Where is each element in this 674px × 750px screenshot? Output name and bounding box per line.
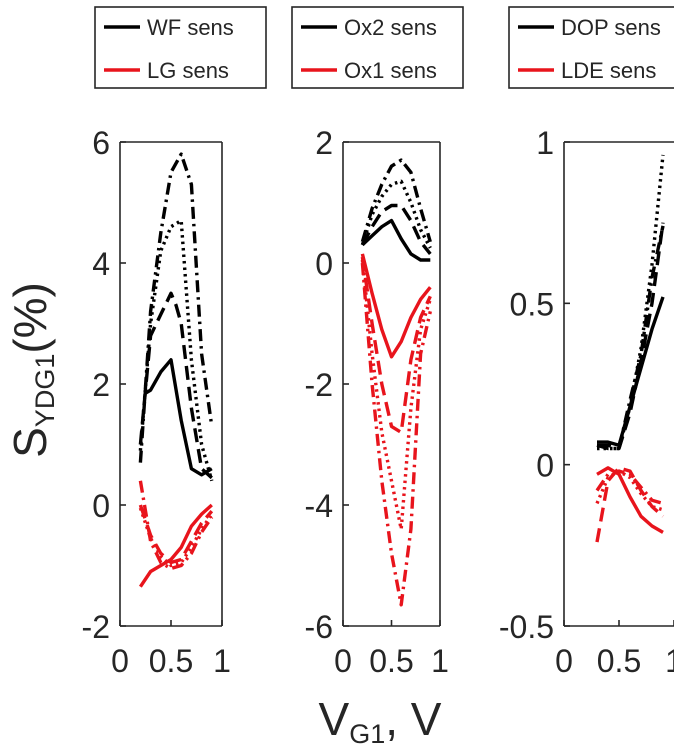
series-line-black-solid xyxy=(597,296,665,447)
series-line-black-dotted xyxy=(138,218,214,482)
y-tick-label: 0 xyxy=(536,448,554,484)
y-tick-label: -0.5 xyxy=(499,609,554,645)
series-line-red-dotted xyxy=(360,259,432,531)
y-tick-label: 0 xyxy=(315,246,333,282)
x-axis-label: VG1, V xyxy=(319,693,442,749)
series-line-red-dashed xyxy=(595,466,665,543)
y-tick-label: 0 xyxy=(92,488,110,524)
legend: DOP sens LDE sens xyxy=(508,6,674,89)
x-tick-label: 0.5 xyxy=(369,643,413,679)
series-line-black-dotted xyxy=(360,179,432,249)
x-tick-label: 1 xyxy=(213,643,231,679)
legend: Ox2 sens Ox1 sens xyxy=(291,6,464,89)
y-tick-label: -2 xyxy=(82,609,110,645)
series-line-red-solid xyxy=(596,466,664,534)
series-line-black-dashdot xyxy=(138,152,214,463)
y-tick-label: 0.5 xyxy=(510,286,554,322)
chart-panel-3: -0.500.510 0.5 1 xyxy=(499,125,674,679)
x-tick-label: 0 xyxy=(111,643,129,679)
y-tick-label: 6 xyxy=(92,125,110,161)
y-tick-label: 2 xyxy=(92,367,110,403)
x-tick-label: 0 xyxy=(555,643,573,679)
x-tick-label: 0.5 xyxy=(597,643,641,679)
series-line-red-dashed xyxy=(138,504,214,565)
series-line-red-dashdot xyxy=(595,469,664,506)
legend-box xyxy=(291,6,464,89)
series-line-black-dashdot xyxy=(360,158,432,243)
series-line-red-solid xyxy=(138,503,213,588)
x-tick-label: 1 xyxy=(665,643,674,679)
x-tick-label: 1 xyxy=(431,643,449,679)
series-line-black-solid xyxy=(361,218,431,262)
legend-box xyxy=(508,6,674,89)
chart-panel-2: -6 -4 -2 0 2 0 0.5 1 xyxy=(305,125,449,679)
y-tick-label: -6 xyxy=(305,609,333,645)
legend-label: Ox2 sens xyxy=(344,15,437,40)
y-tick-label: -2 xyxy=(305,367,333,403)
legend-label: LG sens xyxy=(147,58,229,83)
y-tick-label: 4 xyxy=(92,246,110,282)
legend-box xyxy=(94,6,267,89)
series-line-black-dotted xyxy=(597,154,665,451)
legend-label: DOP sens xyxy=(561,15,661,40)
y-tick-label: -4 xyxy=(305,488,333,524)
series-line-black-dashdot xyxy=(596,225,665,451)
x-tick-label: 0 xyxy=(334,643,352,679)
series-line-black-dashed xyxy=(597,222,665,451)
legend-label: LDE sens xyxy=(561,58,656,83)
legend-label: WF sens xyxy=(147,15,234,40)
series-line-red-dashdot xyxy=(360,262,432,607)
y-tick-label: 2 xyxy=(315,125,333,161)
series-line-black-solid xyxy=(144,358,213,477)
legend: WF sens LG sens xyxy=(94,6,267,89)
series-line-red-dashed xyxy=(360,256,432,435)
series-line-black-dashed xyxy=(138,291,213,480)
x-tick-label: 0.5 xyxy=(149,643,193,679)
series-line-red-dotted xyxy=(138,507,214,568)
series-line-red-dashdot xyxy=(138,480,214,571)
series-line-black-dashed xyxy=(360,203,432,255)
legend-label: Ox1 sens xyxy=(344,58,437,83)
y-tick-label: 1 xyxy=(536,125,554,161)
series-line-red-dotted xyxy=(595,469,664,512)
series-line-red-solid xyxy=(360,253,432,359)
y-axis-label: SYDG1(%) xyxy=(4,282,60,458)
